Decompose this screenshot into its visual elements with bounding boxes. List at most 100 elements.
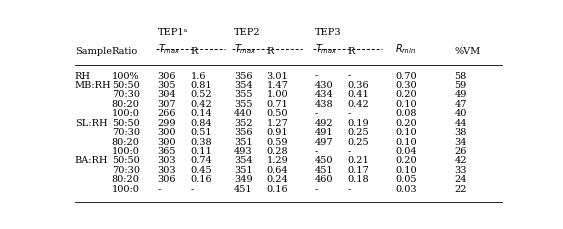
Text: 40: 40 (454, 109, 467, 118)
Text: 100:0: 100:0 (112, 109, 140, 118)
Text: 303: 303 (158, 166, 176, 175)
Text: -: - (190, 185, 194, 194)
Text: 0.42: 0.42 (347, 100, 369, 109)
Text: 0.20: 0.20 (395, 119, 417, 128)
Text: 50:50: 50:50 (112, 156, 140, 166)
Text: 0.08: 0.08 (395, 109, 417, 118)
Text: SL:RH: SL:RH (75, 119, 108, 128)
Text: 34: 34 (454, 138, 467, 147)
Text: 22: 22 (454, 185, 467, 194)
Text: 50:50: 50:50 (112, 119, 140, 128)
Text: 0.19: 0.19 (347, 119, 369, 128)
Text: Ratio: Ratio (112, 47, 138, 56)
Text: 0.04: 0.04 (395, 147, 417, 156)
Text: 266: 266 (158, 109, 176, 118)
Text: 0.10: 0.10 (395, 138, 417, 147)
Text: 0.10: 0.10 (395, 100, 417, 109)
Text: 0.20: 0.20 (395, 90, 417, 99)
Text: 80:20: 80:20 (112, 100, 140, 109)
Text: 1.47: 1.47 (267, 81, 289, 90)
Text: 100%: 100% (112, 71, 140, 81)
Text: 492: 492 (315, 119, 333, 128)
Text: 0.16: 0.16 (190, 175, 212, 184)
Text: 0.71: 0.71 (267, 100, 288, 109)
Text: TEP2: TEP2 (234, 28, 261, 37)
Text: 351: 351 (234, 166, 253, 175)
Text: -: - (158, 185, 161, 194)
Text: 451: 451 (315, 166, 333, 175)
Text: 0.18: 0.18 (347, 175, 369, 184)
Text: 300: 300 (158, 128, 176, 137)
Text: 0.38: 0.38 (190, 138, 212, 147)
Text: 352: 352 (234, 119, 253, 128)
Text: 3.01: 3.01 (267, 71, 288, 81)
Text: 42: 42 (454, 156, 467, 166)
Text: 355: 355 (234, 90, 252, 99)
Text: -: - (315, 109, 318, 118)
Text: 438: 438 (315, 100, 333, 109)
Text: 0.74: 0.74 (190, 156, 212, 166)
Text: 0.64: 0.64 (267, 166, 288, 175)
Text: 306: 306 (158, 71, 176, 81)
Text: 0.25: 0.25 (347, 128, 369, 137)
Text: 306: 306 (158, 175, 176, 184)
Text: 0.20: 0.20 (395, 156, 417, 166)
Text: TEP3: TEP3 (315, 28, 341, 37)
Text: 450: 450 (315, 156, 333, 166)
Text: 0.03: 0.03 (395, 185, 417, 194)
Text: 0.70: 0.70 (395, 71, 417, 81)
Text: 355: 355 (234, 100, 252, 109)
Text: 0.14: 0.14 (190, 109, 212, 118)
Text: 440: 440 (234, 109, 253, 118)
Text: Sample: Sample (75, 47, 111, 56)
Text: 0.10: 0.10 (395, 128, 417, 137)
Text: R: R (267, 47, 274, 56)
Text: 0.52: 0.52 (190, 90, 212, 99)
Text: 70:30: 70:30 (112, 128, 140, 137)
Text: -: - (347, 147, 351, 156)
Text: 38: 38 (454, 128, 467, 137)
Text: 434: 434 (315, 90, 333, 99)
Text: 33: 33 (454, 166, 467, 175)
Text: 354: 354 (234, 156, 253, 166)
Text: 451: 451 (234, 185, 253, 194)
Text: 300: 300 (158, 138, 176, 147)
Text: 305: 305 (158, 81, 176, 90)
Text: 303: 303 (158, 156, 176, 166)
Text: 497: 497 (315, 138, 333, 147)
Text: %VM: %VM (454, 47, 481, 56)
Text: 430: 430 (315, 81, 333, 90)
Text: MB:RH: MB:RH (75, 81, 111, 90)
Text: 304: 304 (158, 90, 176, 99)
Text: -: - (315, 147, 318, 156)
Text: 1.6: 1.6 (190, 71, 206, 81)
Text: 0.21: 0.21 (347, 156, 369, 166)
Text: 354: 354 (234, 81, 253, 90)
Text: 0.45: 0.45 (190, 166, 212, 175)
Text: RH: RH (75, 71, 91, 81)
Text: 351: 351 (234, 138, 253, 147)
Text: 349: 349 (234, 175, 253, 184)
Text: 26: 26 (454, 147, 467, 156)
Text: 70:30: 70:30 (112, 90, 140, 99)
Text: 0.41: 0.41 (347, 90, 369, 99)
Text: 44: 44 (454, 119, 467, 128)
Text: 50:50: 50:50 (112, 81, 140, 90)
Text: 47: 47 (454, 100, 467, 109)
Text: 0.17: 0.17 (347, 166, 369, 175)
Text: 0.51: 0.51 (190, 128, 212, 137)
Text: 1.29: 1.29 (267, 156, 288, 166)
Text: 491: 491 (315, 128, 333, 137)
Text: 356: 356 (234, 71, 252, 81)
Text: 0.50: 0.50 (267, 109, 288, 118)
Text: 0.24: 0.24 (267, 175, 288, 184)
Text: R: R (190, 47, 198, 56)
Text: 0.84: 0.84 (190, 119, 212, 128)
Text: TEP1ᵃ: TEP1ᵃ (158, 28, 188, 37)
Text: 0.36: 0.36 (347, 81, 369, 90)
Text: 460: 460 (315, 175, 333, 184)
Text: BA:RH: BA:RH (75, 156, 108, 166)
Text: 80:20: 80:20 (112, 175, 140, 184)
Text: -: - (315, 185, 318, 194)
Text: 365: 365 (158, 147, 176, 156)
